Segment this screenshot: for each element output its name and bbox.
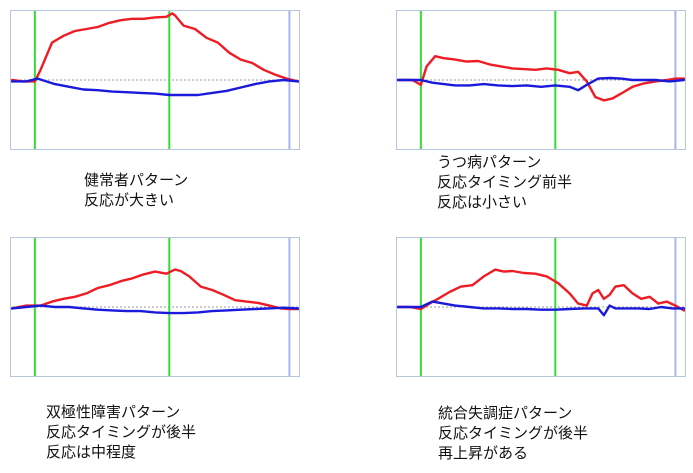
chart-panel-healthy [10,10,300,150]
baseline-series-line [11,77,299,97]
caption-line: うつ病パターン [437,153,542,171]
response-series-line [11,268,299,311]
caption-depression: うつ病パターン 反応タイミング前半 反応は小さい [437,152,572,212]
caption-schizophrenia: 統合失調症パターン 反応タイミングが後半 再上昇がある [438,403,588,463]
caption-line: 反応タイミング前半 [437,173,573,191]
caption-line: 双極性障害パターン [46,403,181,421]
chart-svg-depression [397,11,685,149]
baseline-series-line [397,76,685,92]
caption-line: 統合失調症パターン [438,404,573,422]
caption-line: 健常者パターン [84,171,189,189]
chart-svg-healthy [11,11,299,149]
caption-line: 反応は中程度 [46,443,137,461]
chart-panel-schizophrenia [396,237,686,377]
chart-svg-schizophrenia [397,238,685,376]
chart-panel-depression [396,10,686,150]
caption-line: 反応は小さい [437,193,528,211]
caption-healthy: 健常者パターン 反応が大きい [84,170,188,210]
caption-line: 反応タイミングが後半 [46,423,197,441]
response-series-line [397,268,685,312]
chart-panel-bipolar [10,237,300,377]
baseline-series-line [11,304,299,315]
response-series-line [397,55,685,102]
caption-line: 反応タイミングが後半 [438,424,589,442]
caption-line: 反応が大きい [84,191,175,209]
chart-svg-bipolar [11,238,299,376]
caption-line: 再上昇がある [438,444,529,462]
baseline-series-line [397,300,685,317]
caption-bipolar: 双極性障害パターン 反応タイミングが後半 反応は中程度 [46,402,196,462]
response-series-line [11,12,299,83]
